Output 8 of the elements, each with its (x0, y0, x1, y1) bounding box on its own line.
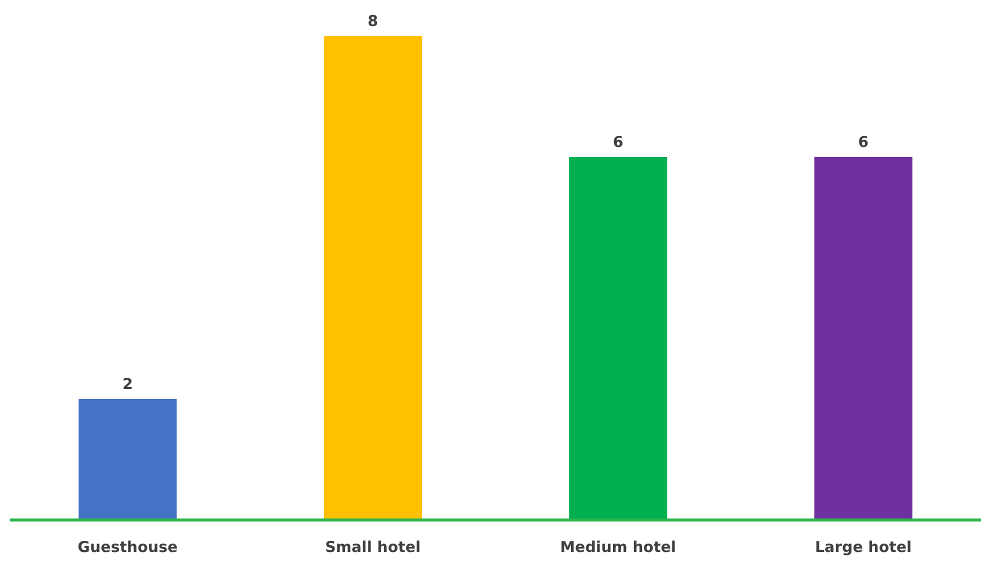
data-label: 8 (368, 12, 378, 30)
x-tick-label: Large hotel (814, 538, 912, 556)
x-tick-label: Guesthouse (78, 538, 178, 556)
data-label: 6 (858, 133, 869, 151)
data-label: 6 (612, 133, 624, 151)
data-label: 2 (122, 375, 133, 393)
x-tick-label: Medium hotel (560, 538, 676, 556)
x-tick-label: Small hotel (325, 538, 421, 556)
